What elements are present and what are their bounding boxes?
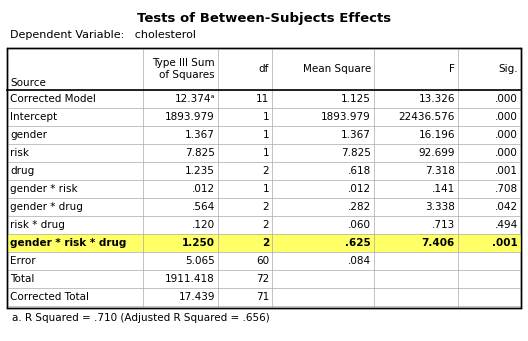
Text: F: F [449,64,455,74]
Text: Type III Sum
of Squares: Type III Sum of Squares [153,58,215,80]
Text: 2: 2 [262,166,269,176]
Text: 1911.418: 1911.418 [165,274,215,284]
Text: .000: .000 [495,130,518,140]
Text: .012: .012 [192,184,215,194]
Text: 17.439: 17.439 [178,292,215,302]
Text: 1.235: 1.235 [185,166,215,176]
Text: 1: 1 [262,112,269,122]
Text: 11: 11 [256,94,269,104]
Text: .001: .001 [495,166,518,176]
Text: a. R Squared = .710 (Adjusted R Squared = .656): a. R Squared = .710 (Adjusted R Squared … [12,313,270,323]
Text: Sig.: Sig. [498,64,518,74]
Text: .564: .564 [192,202,215,212]
Text: 3.338: 3.338 [425,202,455,212]
Text: 16.196: 16.196 [419,130,455,140]
Text: Dependent Variable:   cholesterol: Dependent Variable: cholesterol [10,30,196,40]
Text: 1.125: 1.125 [341,94,371,104]
Text: Error: Error [10,256,35,266]
Text: .494: .494 [495,220,518,230]
Text: Total: Total [10,274,34,284]
Text: 5.065: 5.065 [185,256,215,266]
Text: 92.699: 92.699 [419,148,455,158]
Text: .012: .012 [348,184,371,194]
Text: .000: .000 [495,94,518,104]
Text: 7.825: 7.825 [185,148,215,158]
Text: 1893.979: 1893.979 [321,112,371,122]
Text: 22436.576: 22436.576 [399,112,455,122]
Text: 2: 2 [262,220,269,230]
Text: .141: .141 [432,184,455,194]
Text: 1: 1 [262,130,269,140]
Text: 2: 2 [262,202,269,212]
Text: .042: .042 [495,202,518,212]
Text: .708: .708 [495,184,518,194]
Text: 1: 1 [262,184,269,194]
Text: drug: drug [10,166,34,176]
Text: 7.318: 7.318 [425,166,455,176]
Text: .060: .060 [348,220,371,230]
Text: .618: .618 [348,166,371,176]
Text: .282: .282 [348,202,371,212]
Text: .084: .084 [348,256,371,266]
Text: Mean Square: Mean Square [303,64,371,74]
Text: gender: gender [10,130,47,140]
Text: Corrected Total: Corrected Total [10,292,89,302]
Text: 2: 2 [262,238,269,248]
Text: df: df [259,64,269,74]
Text: 13.326: 13.326 [419,94,455,104]
Text: .625: .625 [345,238,371,248]
Text: 1: 1 [262,148,269,158]
Text: 7.406: 7.406 [422,238,455,248]
Text: .001: .001 [492,238,518,248]
Text: .713: .713 [432,220,455,230]
Text: .000: .000 [495,148,518,158]
Text: gender * drug: gender * drug [10,202,83,212]
Text: Source: Source [10,78,46,88]
Bar [7,234,521,252]
Text: gender * risk * drug: gender * risk * drug [10,238,126,248]
Text: Corrected Model: Corrected Model [10,94,96,104]
Bar [7,48,521,308]
Text: 1893.979: 1893.979 [165,112,215,122]
Text: Intercept: Intercept [10,112,57,122]
Text: Tests of Between-Subjects Effects: Tests of Between-Subjects Effects [137,12,391,25]
Text: .000: .000 [495,112,518,122]
Text: risk * drug: risk * drug [10,220,65,230]
Text: .120: .120 [192,220,215,230]
Text: risk: risk [10,148,29,158]
Text: 1.367: 1.367 [341,130,371,140]
Text: 7.825: 7.825 [341,148,371,158]
Text: 72: 72 [256,274,269,284]
Text: gender * risk: gender * risk [10,184,78,194]
Text: 1.250: 1.250 [182,238,215,248]
Text: 60: 60 [256,256,269,266]
Text: 12.374ᵃ: 12.374ᵃ [174,94,215,104]
Text: 71: 71 [256,292,269,302]
Text: 1.367: 1.367 [185,130,215,140]
